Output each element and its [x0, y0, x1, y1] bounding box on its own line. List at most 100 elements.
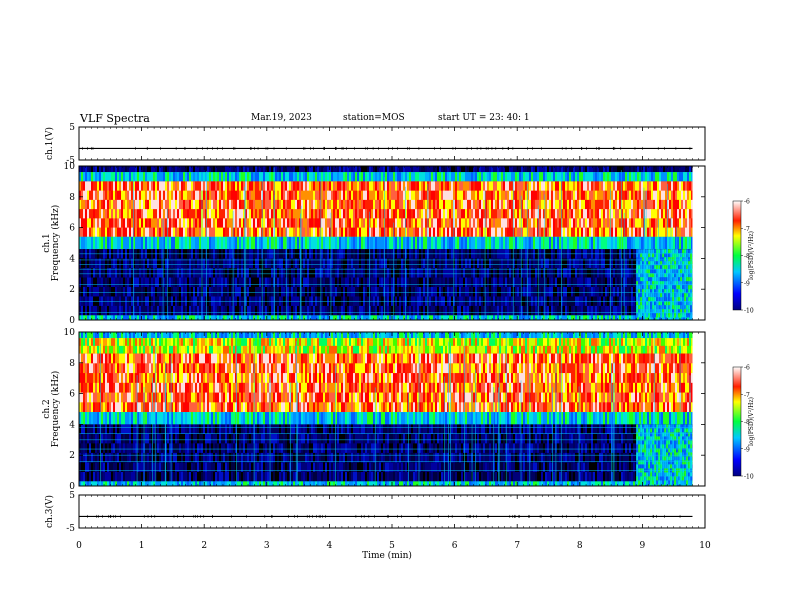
band-cell: [109, 200, 111, 210]
band-cell: [655, 209, 657, 219]
band-cell: [555, 172, 557, 182]
band-cell: [291, 218, 293, 228]
band-cell: [391, 172, 393, 182]
band-cell: [575, 209, 577, 219]
band-cell: [193, 200, 195, 210]
band-cell: [351, 306, 353, 316]
band-cell: [599, 228, 601, 238]
band-cell: [555, 218, 557, 228]
band-cell: [451, 287, 453, 297]
band-cell: [295, 166, 297, 173]
band-cell: [463, 278, 465, 288]
band-cell: [371, 306, 373, 316]
band-cell: [517, 228, 519, 238]
band-cell: [227, 278, 229, 288]
band-cell: [211, 306, 213, 316]
band-cell: [549, 287, 551, 297]
band-cell: [289, 278, 291, 288]
band-cell: [507, 181, 509, 191]
band-cell: [581, 166, 583, 173]
band-cell: [535, 287, 537, 297]
band-cell: [477, 181, 479, 191]
band-cell: [379, 249, 381, 259]
band-cell: [317, 306, 319, 316]
band-cell: [451, 278, 453, 288]
band-cell: [477, 218, 479, 228]
band-cell: [333, 172, 335, 182]
band-cell: [357, 306, 359, 316]
band-cell: [333, 191, 335, 201]
band-cell: [225, 228, 227, 238]
band-cell: [213, 200, 215, 210]
band-cell: [103, 278, 105, 288]
band-cell: [249, 228, 251, 238]
band-cell: [681, 172, 683, 182]
band-cell: [269, 181, 271, 191]
band-cell: [109, 166, 111, 173]
band-cell: [593, 249, 595, 259]
band-cell: [375, 200, 377, 210]
band-cell: [681, 209, 683, 219]
band-cell: [455, 268, 457, 278]
band-cell: [473, 228, 475, 238]
band-cell: [541, 209, 543, 219]
band-cell: [83, 228, 85, 238]
band-cell: [613, 306, 615, 316]
band-cell: [97, 268, 99, 278]
band-cell: [93, 218, 95, 228]
band-cell: [647, 228, 649, 238]
band-cell: [487, 268, 489, 278]
band-cell: [657, 181, 659, 191]
band-cell: [475, 237, 477, 250]
band-cell: [493, 228, 495, 238]
band-cell: [439, 237, 441, 250]
band-cell: [649, 237, 651, 250]
band-cell: [559, 200, 561, 210]
band-cell: [265, 278, 267, 288]
band-cell: [671, 200, 673, 210]
band-cell: [391, 278, 393, 288]
band-cell: [277, 191, 279, 201]
band-cell: [313, 249, 315, 259]
band-cell: [341, 278, 343, 288]
band-cell: [533, 218, 535, 228]
band-cell: [651, 172, 653, 182]
band-cell: [171, 278, 173, 288]
band-cell: [223, 191, 225, 201]
band-cell: [569, 218, 571, 228]
band-cell: [599, 172, 601, 182]
band-cell: [385, 218, 387, 228]
band-cell: [507, 209, 509, 219]
band-cell: [97, 191, 99, 201]
band-cell: [505, 200, 507, 210]
band-cell: [593, 191, 595, 201]
band-cell: [153, 306, 155, 316]
band-cell: [457, 249, 459, 259]
band-cell: [323, 228, 325, 238]
band-cell: [353, 200, 355, 210]
band-cell: [647, 181, 649, 191]
band-cell: [269, 228, 271, 238]
band-cell: [545, 191, 547, 201]
band-cell: [117, 218, 119, 228]
band-cell: [605, 249, 607, 259]
band-cell: [569, 172, 571, 182]
band-cell: [289, 181, 291, 191]
band-cell: [407, 287, 409, 297]
band-cell: [357, 209, 359, 219]
band-cell: [373, 209, 375, 219]
band-cell: [399, 268, 401, 278]
band-cell: [511, 228, 513, 238]
band-cell: [687, 228, 689, 238]
band-cell: [355, 209, 357, 219]
band-cell: [559, 278, 561, 288]
band-cell: [159, 200, 161, 210]
band-cell: [417, 181, 419, 191]
band-cell: [579, 228, 581, 238]
band-cell: [255, 181, 257, 191]
band-cell: [361, 249, 363, 259]
band-cell: [291, 181, 293, 191]
band-cell: [659, 166, 661, 173]
band-cell: [487, 166, 489, 173]
band-cell: [477, 268, 479, 278]
